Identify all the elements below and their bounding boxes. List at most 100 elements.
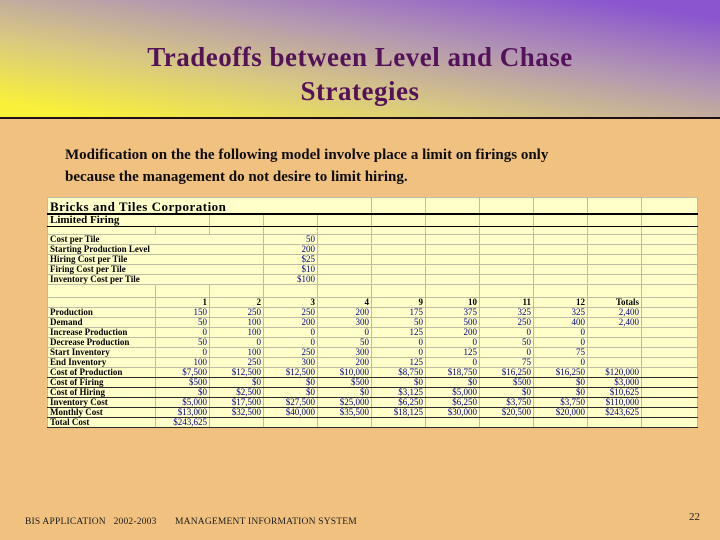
cell — [587, 233, 642, 245]
column-header: 12 — [533, 296, 588, 308]
cell-value: 175 — [371, 306, 426, 318]
cell-value: 200 — [317, 306, 372, 318]
cell — [317, 213, 372, 227]
cell — [425, 243, 480, 255]
cell-value: 250 — [209, 306, 264, 318]
cell-value: 75 — [533, 346, 588, 358]
cell — [641, 283, 698, 298]
cell-value: $5,000 — [155, 396, 210, 408]
cell — [533, 213, 588, 227]
cell — [641, 356, 698, 368]
cell-value: $7,500 — [155, 366, 210, 378]
cell — [641, 296, 698, 308]
cell — [371, 213, 426, 227]
cell-value: 75 — [479, 356, 534, 368]
cell-value: $500 — [479, 376, 534, 388]
cell — [371, 225, 426, 235]
cell-value — [209, 416, 264, 429]
cell-value: $16,250 — [479, 366, 534, 378]
footer-subject-label: MANAGEMENT INFORMATION SYSTEM — [175, 517, 357, 527]
cell — [641, 326, 698, 338]
row-label: Cost of Production — [47, 366, 156, 378]
parameter-value: $10 — [263, 263, 318, 275]
cell-value: $500 — [155, 376, 210, 388]
row-label: Cost of Firing — [47, 376, 156, 388]
parameter-value: $25 — [263, 253, 318, 265]
cell-value: $35,500 — [317, 406, 372, 418]
cell-value: 250 — [263, 306, 318, 318]
cell — [47, 225, 156, 235]
cell — [479, 196, 534, 215]
sheet-subtitle: Limited Firing — [47, 213, 210, 227]
cell-value: $6,250 — [371, 396, 426, 408]
cell-value: 0 — [371, 346, 426, 358]
cell — [641, 366, 698, 378]
cell — [641, 386, 698, 398]
cell-value: 0 — [263, 336, 318, 348]
cell-value: 0 — [425, 336, 480, 348]
cell — [641, 273, 698, 285]
cell-value: $17,500 — [209, 396, 264, 408]
cell — [641, 306, 698, 318]
column-header: 1 — [155, 296, 210, 308]
cell — [641, 346, 698, 358]
cell-value: $3,000 — [587, 376, 642, 388]
cell-value — [587, 326, 642, 338]
cell — [641, 233, 698, 245]
cell-value — [479, 416, 534, 429]
parameter-value: 50 — [263, 233, 318, 245]
cell — [371, 196, 426, 215]
cell-value: $500 — [317, 376, 372, 388]
cell-value: $10,625 — [587, 386, 642, 398]
cell — [641, 253, 698, 265]
cell — [641, 263, 698, 275]
cell-value: 200 — [263, 316, 318, 328]
page-number: 22 — [689, 511, 700, 523]
slide-title: Tradeoffs between Level and Chase Strate… — [0, 40, 720, 108]
cell — [209, 225, 264, 235]
cell — [587, 273, 642, 285]
column-header-row: 1 2 3 4 9 10 11 12 Totals — [47, 296, 698, 308]
cell-value: $18,125 — [371, 406, 426, 418]
cell-value: $0 — [155, 386, 210, 398]
body-text-line1: Modification on the the following model … — [65, 147, 549, 163]
cell — [587, 283, 642, 298]
cell-value: 125 — [371, 326, 426, 338]
cell-value: $3,125 — [371, 386, 426, 398]
cell-value: $12,500 — [209, 366, 264, 378]
cell — [371, 253, 426, 265]
cell-value: $20,000 — [533, 406, 588, 418]
cell — [425, 263, 480, 275]
cell-value: $32,500 — [209, 406, 264, 418]
data-row: Decrease Production 50 0 0 50 0 0 50 0 — [47, 336, 698, 348]
cell — [533, 225, 588, 235]
sheet-title: Bricks and Tiles Corporation — [47, 196, 372, 215]
cell-value: 100 — [209, 346, 264, 358]
cell-value: $18,750 — [425, 366, 480, 378]
column-header: 10 — [425, 296, 480, 308]
empty-row — [47, 225, 698, 235]
cell — [641, 225, 698, 235]
cell-value: 2,400 — [587, 306, 642, 318]
data-row: Production 150 250 250 200 175 375 325 325 2,400 — [47, 306, 698, 318]
cell — [317, 263, 372, 275]
cell — [479, 243, 534, 255]
cell-value: 200 — [317, 356, 372, 368]
cell — [317, 225, 372, 235]
title-banner: Tradeoffs between Level and Chase Strate… — [0, 0, 720, 117]
cell-value: $2,500 — [209, 386, 264, 398]
cell — [155, 283, 210, 298]
cell — [641, 406, 698, 418]
cell-value: $10,000 — [317, 366, 372, 378]
spreadsheet-object: Bricks and Tiles Corporation Limited Firi… — [47, 196, 698, 429]
cell-value: 50 — [479, 336, 534, 348]
cell — [317, 253, 372, 265]
cell — [209, 213, 264, 227]
cell-value: 300 — [317, 316, 372, 328]
cell-value: $25,000 — [317, 396, 372, 408]
slide-title-line2: Strategies — [300, 76, 420, 106]
parameter-row: Starting Production Level 200 — [47, 243, 698, 255]
cell-value: 250 — [263, 346, 318, 358]
cell-value: $3,750 — [479, 396, 534, 408]
cell-value: $0 — [425, 376, 480, 388]
